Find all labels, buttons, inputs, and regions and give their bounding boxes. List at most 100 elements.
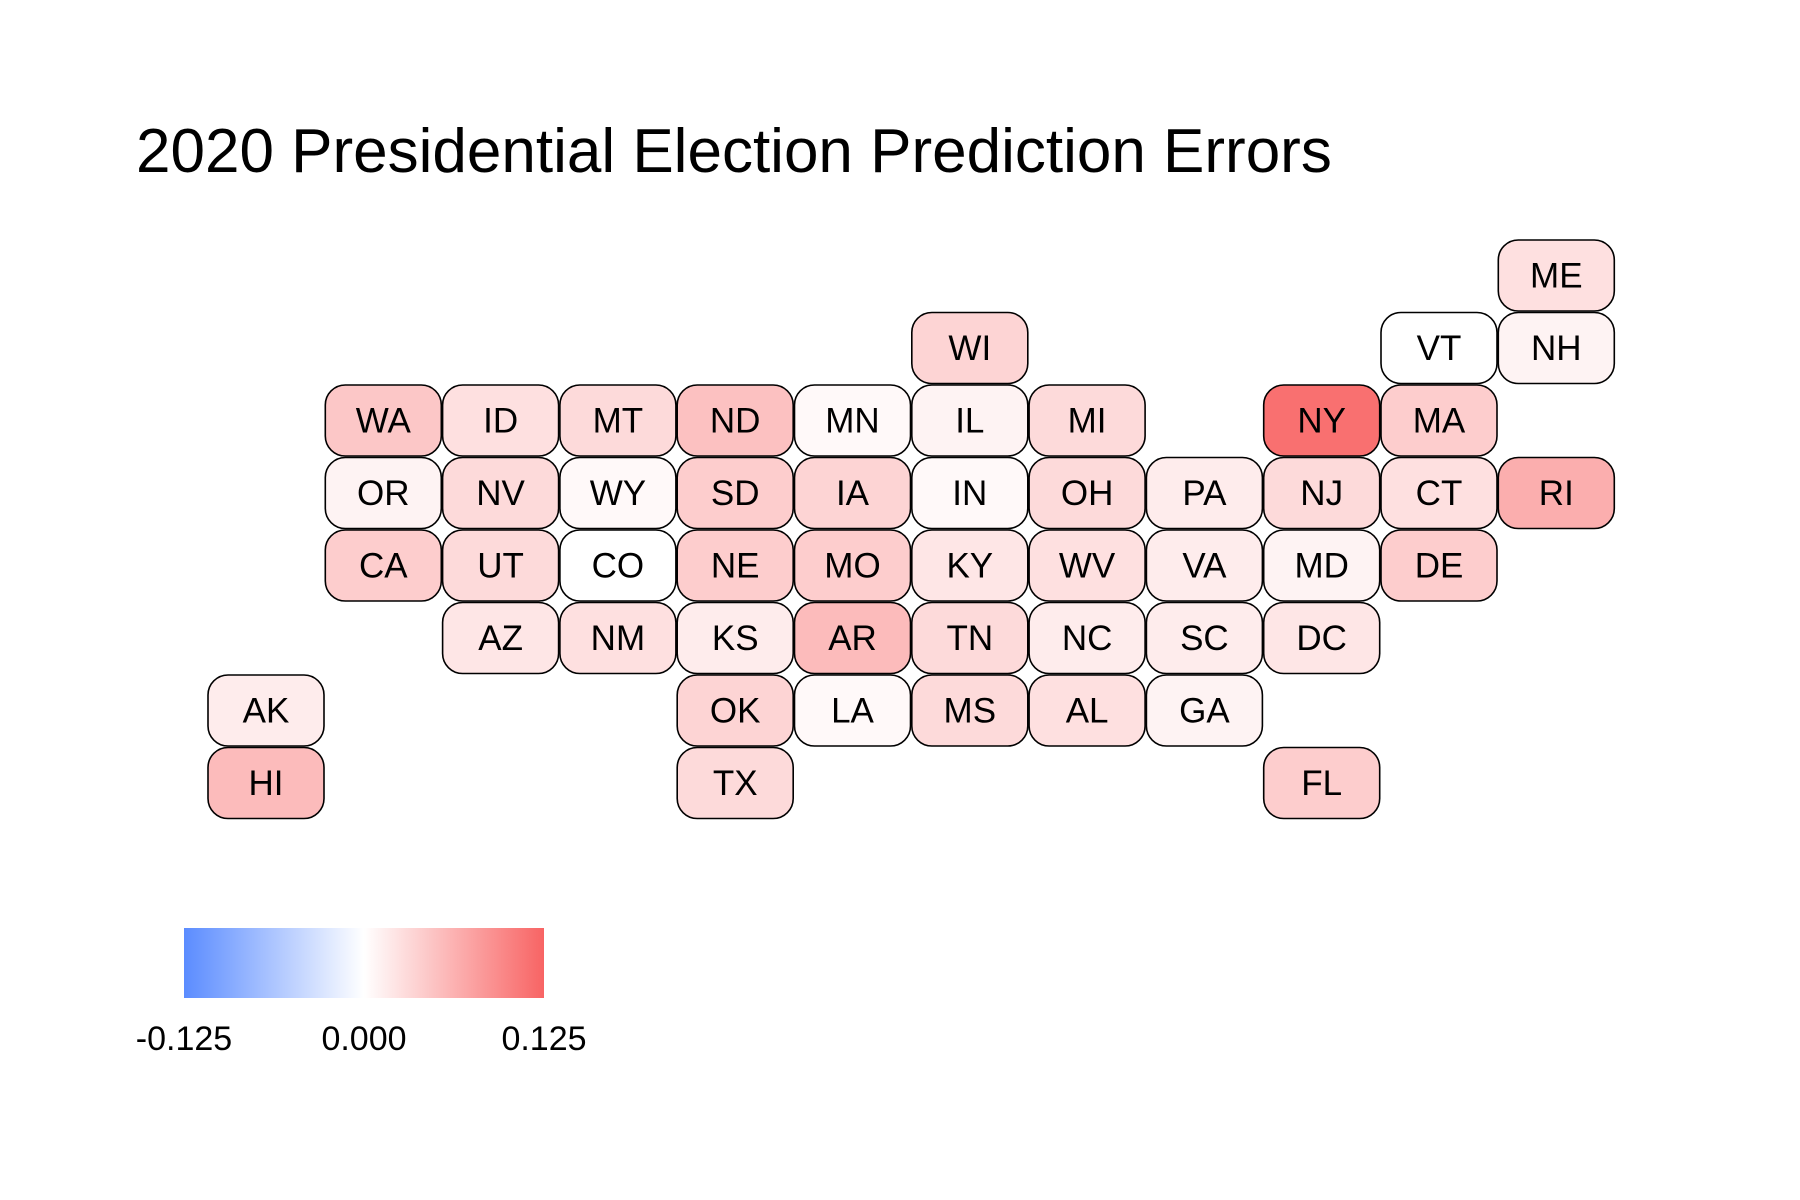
state-tile-fill [1028,529,1146,602]
state-tile-ne: NE [676,529,795,602]
state-tile-fill [910,456,1029,530]
state-tile-fill [207,674,325,747]
state-label: IA [836,474,870,513]
legend-tick-label: 0.000 [321,1020,406,1058]
state-tile-fill [1028,601,1146,675]
state-label: NM [591,619,645,658]
state-label: MD [1294,547,1348,586]
state-label: MA [1413,402,1466,441]
color-scale-legend: -0.125 0.000 0.125 [136,928,587,1058]
state-tile-fill [1262,746,1381,820]
state-label: ME [1530,257,1583,296]
state-tile-fill [676,601,795,675]
state-tile-nm: NM [559,601,677,675]
state-label: NY [1297,402,1346,441]
state-label: MT [593,402,644,441]
state-label: WA [356,402,412,441]
state-tile-wi: WI [910,311,1029,385]
state-tile-mo: MO [793,529,912,602]
state-tile-oh: OH [1028,456,1146,530]
state-tile-fill [1380,529,1498,602]
state-label: AZ [478,619,523,658]
state-label: RI [1539,474,1574,513]
state-tile-fill [559,384,677,457]
state-tile-fill [793,384,912,457]
color-scale-ticks: -0.125 0.000 0.125 [136,1020,587,1058]
state-label: OK [710,692,761,731]
state-label: OH [1061,474,1114,513]
state-label: HI [249,764,284,803]
state-tile-ak: AK [207,674,325,747]
state-tile-de: DE [1380,529,1498,602]
state-tile-ct: CT [1380,456,1498,530]
state-label: AK [243,692,290,731]
state-tile-nh: NH [1497,311,1616,385]
state-label: DE [1415,547,1464,586]
state-tile-fill [676,529,795,602]
state-tile-sd: SD [676,456,795,530]
state-label: TN [946,619,993,658]
state-label: TX [713,764,758,803]
state-tile-fill [324,384,443,457]
state-tile-fill [559,601,677,675]
state-tile-ga: GA [1145,674,1264,747]
state-label: MI [1068,402,1107,441]
state-tile-in: IN [910,456,1029,530]
state-label: NH [1531,329,1582,368]
state-tile-fill [1028,674,1146,747]
state-tile-fill [1497,239,1616,312]
legend-tick-label: -0.125 [136,1020,232,1058]
state-label: MO [824,547,880,586]
state-tile-fill [910,384,1029,457]
state-label: ID [483,402,518,441]
state-tile-fill [441,384,560,457]
state-label: CT [1416,474,1463,513]
state-label: VT [1417,329,1462,368]
state-tile-ms: MS [910,674,1029,747]
state-tile-fill [676,384,795,457]
state-tile-mn: MN [793,384,912,457]
state-tile-fill [910,601,1029,675]
state-tile-fill [324,456,443,530]
state-tile-nc: NC [1028,601,1146,675]
state-tile-wy: WY [559,456,677,530]
state-tile-fill [910,311,1029,385]
legend-tick-label: 0.125 [501,1020,586,1058]
state-label: NV [476,474,525,513]
state-label: FL [1301,764,1342,803]
chart-title: 2020 Presidential Election Prediction Er… [136,117,1332,186]
state-label: IN [952,474,987,513]
state-tile-me: ME [1497,239,1616,312]
state-tile-il: IL [910,384,1029,457]
state-label: OR [357,474,410,513]
state-tile-fill [1028,384,1146,457]
state-label: WV [1059,547,1116,586]
state-tile-fill [559,529,677,602]
color-scale-bar [184,928,544,998]
state-label: VA [1182,547,1227,586]
state-label: IL [955,402,984,441]
state-tile-fill [441,601,560,675]
state-tile-ri: RI [1497,456,1616,530]
state-tile-fill [1380,456,1498,530]
state-tile-fill [1262,384,1381,457]
state-tile-fill [676,674,795,747]
state-tile-md: MD [1262,529,1381,602]
state-tiles: ME WI VT NH WA ID MT ND MN IL MI NY MA OR NV WY SD IA IN OH… [207,239,1616,820]
state-tile-fill [793,601,912,675]
state-tile-fill [207,746,325,820]
state-tile-ar: AR [793,601,912,675]
state-tile-dc: DC [1262,601,1381,675]
state-tile-la: LA [793,674,912,747]
state-tile-ky: KY [910,529,1029,602]
state-label: DC [1296,619,1347,658]
state-label: WY [590,474,646,513]
state-tile-wv: WV [1028,529,1146,602]
state-tile-ny: NY [1262,384,1381,457]
state-tile-ok: OK [676,674,795,747]
state-tile-fill [559,456,677,530]
state-tile-mi: MI [1028,384,1146,457]
state-tile-fill [324,529,443,602]
state-tile-fill [1145,601,1264,675]
state-tile-fl: FL [1262,746,1381,820]
